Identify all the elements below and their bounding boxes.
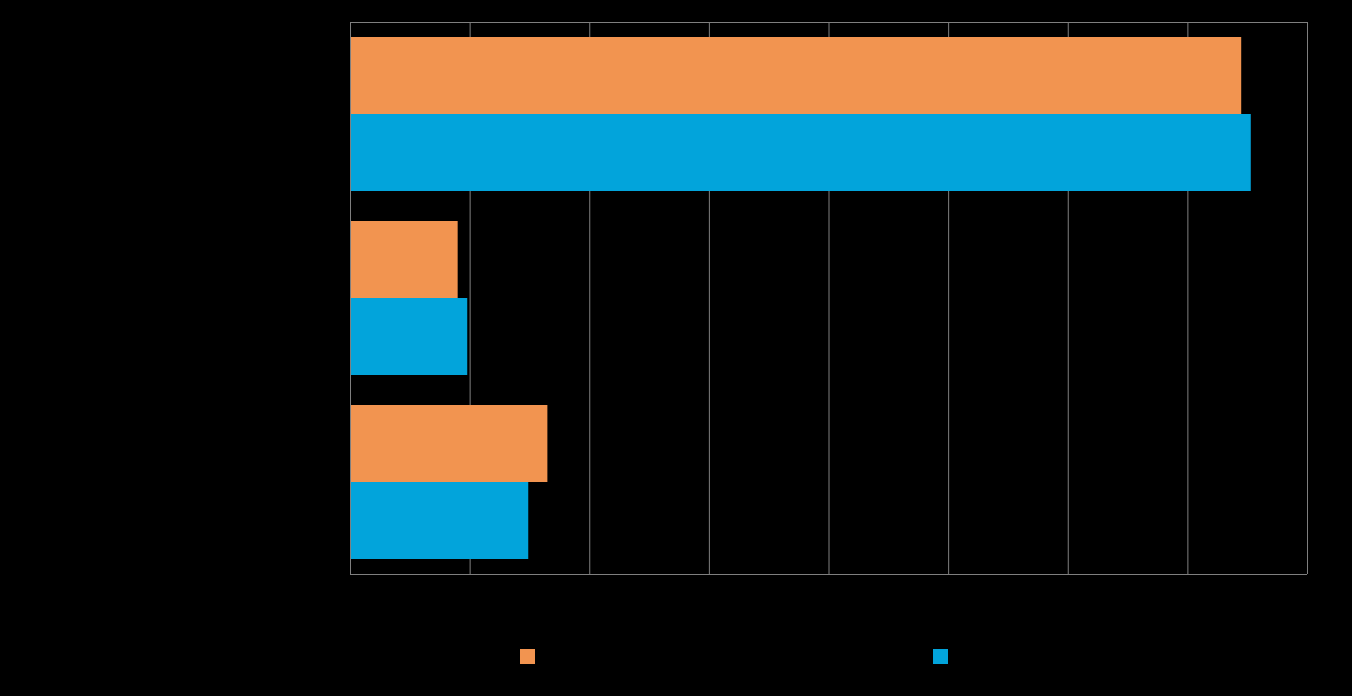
bar-series2-category1 — [350, 114, 1251, 191]
bar-series1-category3 — [350, 405, 548, 482]
legend-swatch-series1 — [520, 649, 535, 664]
legend-swatch-series2 — [933, 649, 948, 664]
bar-series1-category1 — [350, 37, 1242, 114]
legend — [520, 649, 948, 664]
bar-series2-category2 — [350, 298, 468, 375]
bar-series1-category2 — [350, 221, 458, 298]
bars — [350, 37, 1251, 559]
bar-series2-category3 — [350, 482, 529, 559]
